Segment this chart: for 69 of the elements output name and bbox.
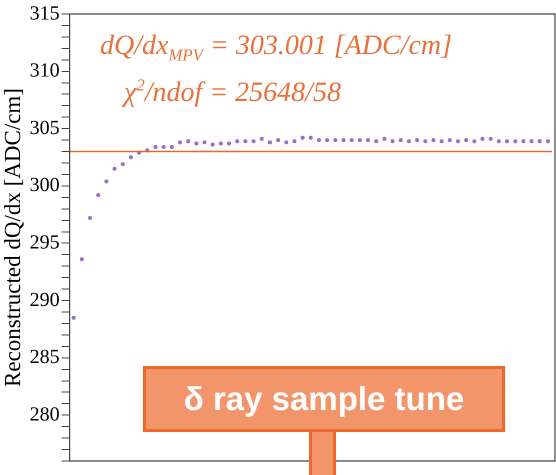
- point: [292, 139, 296, 144]
- point: [530, 139, 534, 144]
- y-axis-title: Reconstructed dQ/dx [ADC/cm]: [0, 88, 25, 387]
- point: [80, 257, 84, 262]
- point: [104, 179, 108, 184]
- point: [406, 139, 411, 144]
- point: [333, 138, 338, 142]
- point: [350, 138, 354, 142]
- point: [210, 142, 215, 147]
- point: [488, 136, 493, 141]
- y-tick-label: 290: [30, 288, 60, 311]
- point: [415, 138, 420, 142]
- point: [390, 139, 395, 144]
- point: [162, 144, 166, 149]
- point: [186, 139, 190, 144]
- annotation: dQ/dx$_{MPV}$ = 303.001 [ADC/cm]: [100, 30, 452, 65]
- point: [472, 139, 476, 144]
- point: [88, 216, 92, 220]
- point: [358, 138, 362, 142]
- point: [456, 139, 460, 144]
- annotation: χ$^{2}$/ndof = 25648/58: [124, 76, 341, 108]
- point: [194, 142, 198, 146]
- point: [513, 139, 518, 144]
- point: [382, 136, 386, 141]
- y-tick-label: 280: [30, 403, 60, 426]
- point: [538, 139, 542, 144]
- point: [170, 144, 174, 149]
- point: [96, 193, 100, 198]
- point: [202, 140, 207, 144]
- point: [235, 139, 240, 144]
- point: [398, 138, 403, 142]
- point: [308, 136, 313, 140]
- y-tick-label: 285: [30, 346, 60, 368]
- point: [448, 138, 452, 142]
- y-tick-label: 305: [30, 116, 60, 139]
- annotation: δ ray sample tune: [143, 366, 505, 432]
- point: [505, 139, 510, 144]
- point: [496, 139, 501, 144]
- point: [300, 136, 305, 140]
- point: [243, 139, 248, 144]
- point: [342, 138, 346, 142]
- point: [546, 139, 550, 144]
- point: [72, 316, 76, 320]
- point: [112, 166, 117, 171]
- point: [260, 136, 264, 141]
- point: [431, 138, 436, 142]
- point: [366, 138, 370, 142]
- point: [284, 140, 288, 144]
- point: [252, 139, 256, 144]
- point: [268, 140, 272, 144]
- point: [374, 139, 378, 144]
- point: [153, 144, 158, 149]
- point: [440, 139, 444, 144]
- point: [128, 155, 133, 160]
- point: [227, 142, 232, 146]
- y-tick-label: 300: [30, 174, 60, 196]
- y-tick-label: 315: [30, 2, 60, 24]
- point: [120, 162, 125, 166]
- point: [276, 138, 280, 142]
- point: [218, 142, 223, 146]
- y-tick-label: 310: [30, 60, 60, 82]
- point: [464, 138, 468, 142]
- point: [178, 140, 182, 144]
- point: [316, 138, 321, 142]
- point: [325, 138, 330, 142]
- point: [480, 136, 484, 141]
- point: [423, 139, 428, 144]
- y-tick-label: 295: [30, 231, 60, 254]
- point: [521, 139, 526, 144]
